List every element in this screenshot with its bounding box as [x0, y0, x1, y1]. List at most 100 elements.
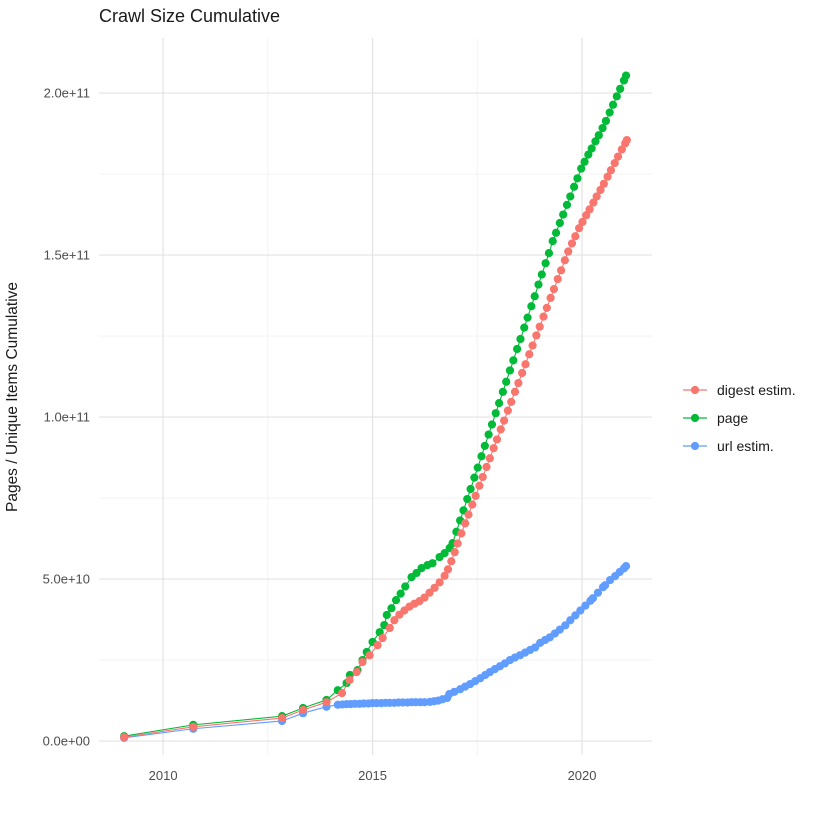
legend-item-digest-estim-: digest estim. — [682, 380, 796, 399]
data-point — [608, 100, 618, 109]
data-point — [365, 651, 374, 660]
legend-label: digest estim. — [717, 381, 796, 398]
data-point — [453, 539, 462, 548]
data-point — [440, 549, 449, 558]
data-point — [549, 284, 559, 294]
data-point — [548, 237, 557, 246]
data-point — [189, 722, 198, 731]
data-point — [494, 399, 504, 408]
data-point — [589, 198, 598, 207]
data-point — [373, 641, 382, 650]
data-point — [535, 322, 544, 331]
data-point — [120, 733, 129, 742]
data-point — [527, 302, 536, 311]
data-point — [440, 571, 449, 580]
data-point — [502, 377, 511, 386]
data-point — [592, 192, 601, 201]
data-point — [509, 356, 518, 365]
data-point — [520, 323, 529, 332]
data-point — [588, 594, 598, 603]
legend-key-icon — [683, 413, 707, 422]
data-point — [396, 589, 405, 598]
data-point — [598, 123, 607, 133]
data-point — [401, 582, 410, 591]
data-point — [387, 604, 396, 613]
data-point — [542, 303, 551, 312]
data-point — [556, 266, 566, 275]
data-point — [487, 420, 497, 429]
data-point — [480, 441, 489, 451]
legend-item-url-estim-: url estim. — [682, 436, 796, 455]
data-point — [593, 588, 603, 597]
data-point — [585, 205, 594, 214]
data-point — [534, 280, 543, 289]
data-point — [503, 406, 512, 415]
data-point — [345, 676, 354, 685]
data-point — [600, 581, 610, 590]
y-tick-label: 2.0e+11 — [44, 86, 90, 101]
data-point — [605, 108, 614, 117]
series-line-url-estim- — [124, 565, 627, 739]
data-point — [464, 510, 473, 519]
data-point — [553, 274, 562, 284]
data-point — [564, 247, 573, 256]
data-point — [428, 559, 437, 568]
data-point — [616, 84, 625, 93]
data-point — [617, 145, 626, 154]
data-point — [562, 200, 572, 209]
data-point — [322, 698, 331, 707]
data-point — [484, 430, 493, 439]
data-point — [482, 462, 491, 472]
data-point — [613, 152, 623, 161]
data-point — [385, 623, 394, 633]
data-point — [450, 548, 459, 557]
data-point — [555, 218, 564, 228]
data-point — [513, 344, 522, 354]
data-point — [606, 166, 616, 175]
y-tick-label: 0.0e+00 — [43, 734, 90, 749]
data-point — [496, 425, 505, 434]
data-point — [521, 360, 530, 369]
data-point — [559, 210, 568, 219]
data-point — [466, 484, 475, 494]
data-point — [461, 519, 470, 528]
data-point — [471, 491, 480, 500]
data-point — [578, 217, 587, 227]
chart-title: Crawl Size Cumulative — [99, 6, 281, 26]
data-point — [443, 565, 453, 574]
data-point — [622, 135, 631, 145]
data-point — [551, 228, 561, 237]
data-point — [573, 174, 582, 183]
y-tick-label: 1.5e+11 — [44, 248, 90, 263]
data-point — [599, 179, 608, 188]
data-point — [523, 313, 532, 322]
data-point — [489, 444, 498, 453]
data-point — [298, 705, 308, 715]
data-point — [352, 667, 361, 677]
data-point — [390, 616, 399, 625]
data-point — [546, 293, 555, 302]
data-point — [621, 71, 631, 80]
y-tick-label: 5.0e+10 — [43, 572, 90, 587]
legend-key-icon — [683, 441, 707, 450]
x-tick-label: 2015 — [358, 768, 387, 783]
data-point — [277, 713, 287, 723]
data-point — [541, 259, 550, 268]
data-point — [518, 368, 527, 378]
data-point — [532, 331, 541, 340]
data-point — [594, 131, 603, 140]
data-point — [596, 185, 605, 195]
legend-label: page — [717, 409, 749, 426]
x-tick-label: 2020 — [568, 768, 597, 783]
data-point — [560, 256, 569, 265]
data-point — [478, 472, 487, 482]
data-point — [447, 557, 456, 566]
data-point — [530, 292, 539, 301]
data-point — [507, 397, 516, 406]
data-point — [575, 224, 584, 233]
data-point — [516, 334, 525, 344]
data-point — [571, 232, 580, 241]
data-point — [510, 387, 520, 396]
